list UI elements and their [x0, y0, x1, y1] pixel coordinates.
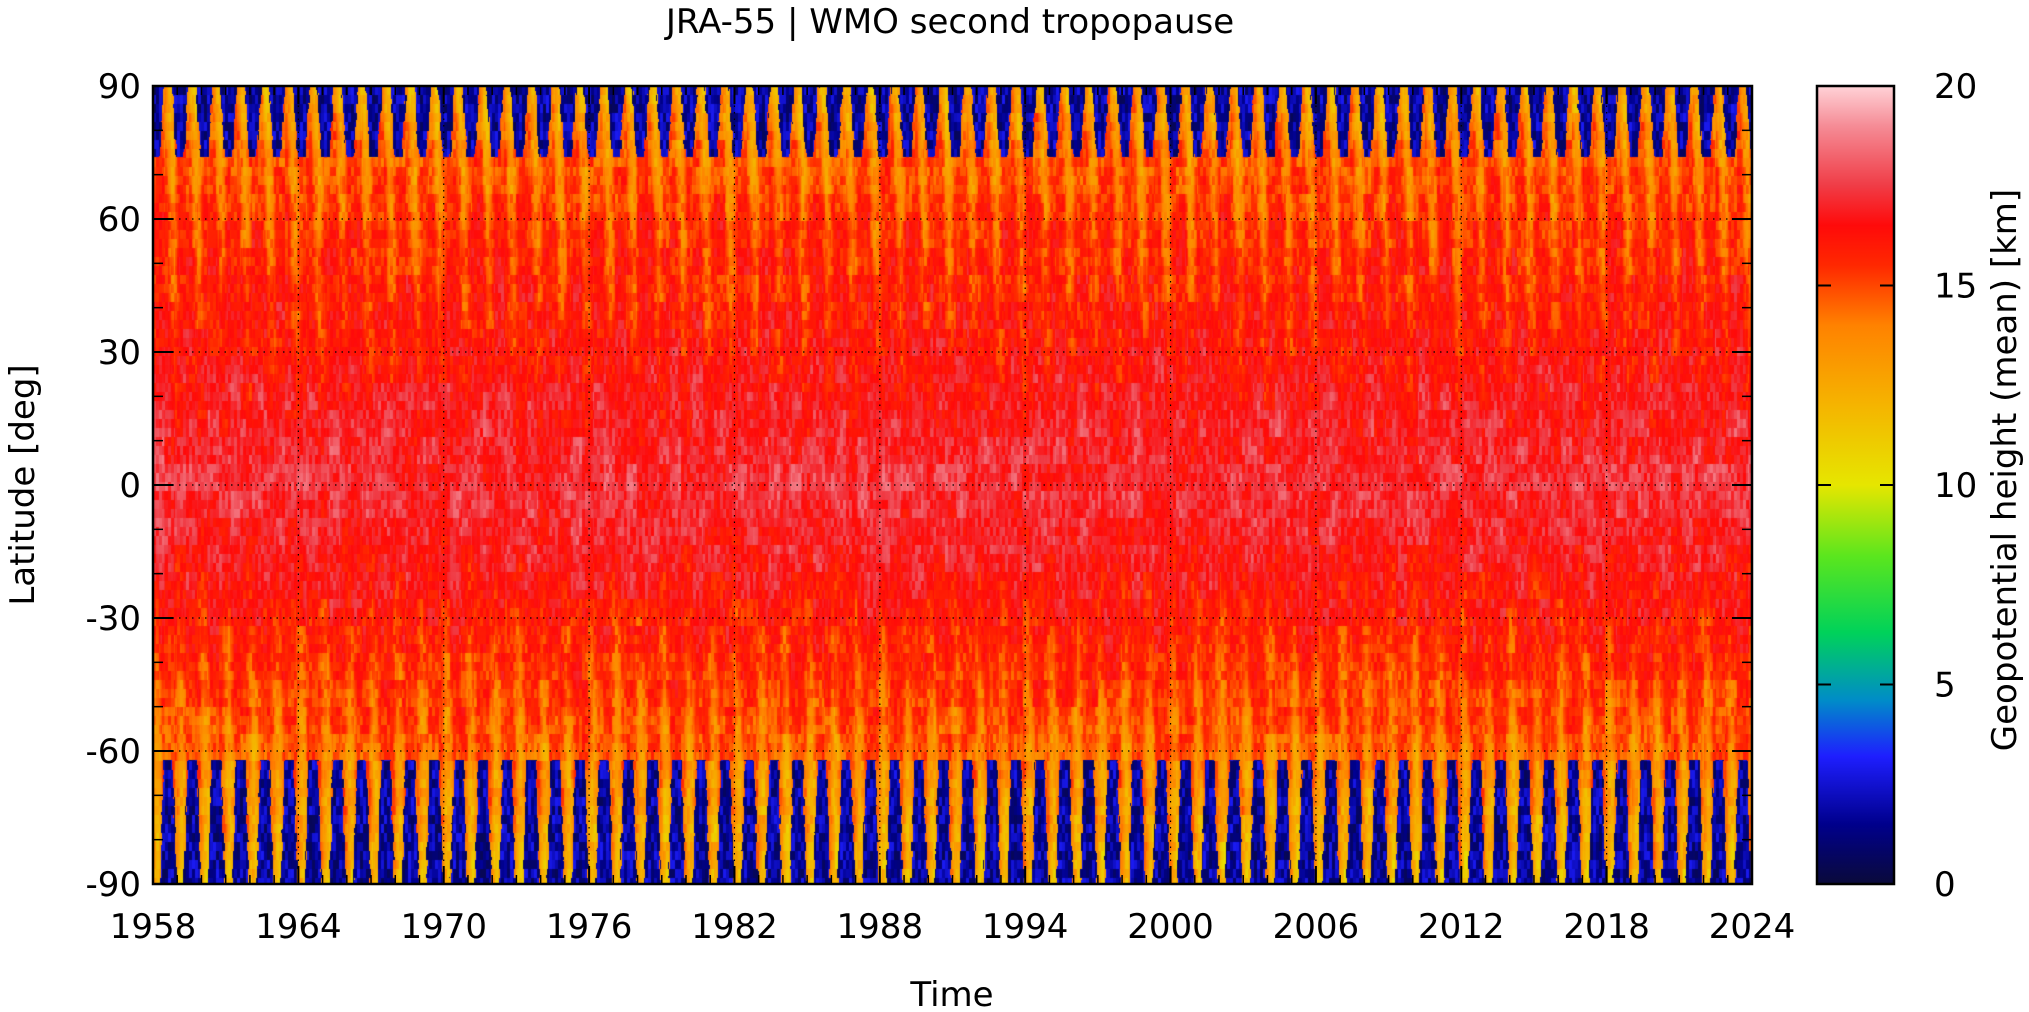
colorbar-label: Geopotential height (mean) [km] — [1985, 189, 2025, 751]
chart-title: JRA-55 | WMO second tropopause — [664, 2, 1234, 42]
y-tick-label: 90 — [98, 67, 141, 107]
x-tick-label: 2018 — [1563, 907, 1650, 947]
colorbar-ticks: 20 15 10 5 0 — [1817, 67, 1977, 905]
y-tick-label: -60 — [85, 732, 141, 772]
y-tick-label: 60 — [98, 200, 141, 240]
y-tick-label: -30 — [85, 599, 141, 639]
x-tick-label: 1970 — [400, 907, 487, 947]
y-axis: 90 60 30 0 -30 -60 -90 — [85, 67, 1752, 905]
x-tick-label: 2006 — [1273, 907, 1360, 947]
x-tick-label: 1958 — [110, 907, 197, 947]
y-tick-label: -90 — [85, 865, 141, 905]
x-tick-label: 2012 — [1418, 907, 1505, 947]
colorbar-tick-label: 0 — [1934, 865, 1956, 905]
x-tick-label: 2024 — [1709, 907, 1796, 947]
y-axis-label: Latitude [deg] — [3, 364, 43, 605]
x-tick-label: 2000 — [1127, 907, 1214, 947]
plot-area: 1958 1964 1970 1976 1982 1988 1994 2000 2006 2012… — [85, 67, 1795, 947]
x-tick-label: 1988 — [837, 907, 924, 947]
x-axis: 1958 1964 1970 1976 1982 1988 1994 2000 2006 2012… — [110, 86, 1796, 947]
x-tick-label: 1982 — [691, 907, 778, 947]
colorbar-tick-label: 10 — [1934, 466, 1977, 506]
colorbar-tick-label: 20 — [1934, 67, 1977, 107]
x-tick-label: 1994 — [982, 907, 1069, 947]
colorbar-tick-label: 15 — [1934, 267, 1977, 307]
colorbar: 20 15 10 5 0 — [1815, 67, 1977, 905]
y-tick-label: 30 — [98, 333, 141, 373]
x-axis-label: Time — [909, 975, 993, 1012]
y-tick-label: 0 — [119, 466, 141, 506]
colorbar-tick-label: 5 — [1934, 666, 1956, 706]
grid — [153, 86, 1752, 884]
x-tick-label: 1976 — [546, 907, 633, 947]
x-tick-label: 1964 — [255, 907, 342, 947]
